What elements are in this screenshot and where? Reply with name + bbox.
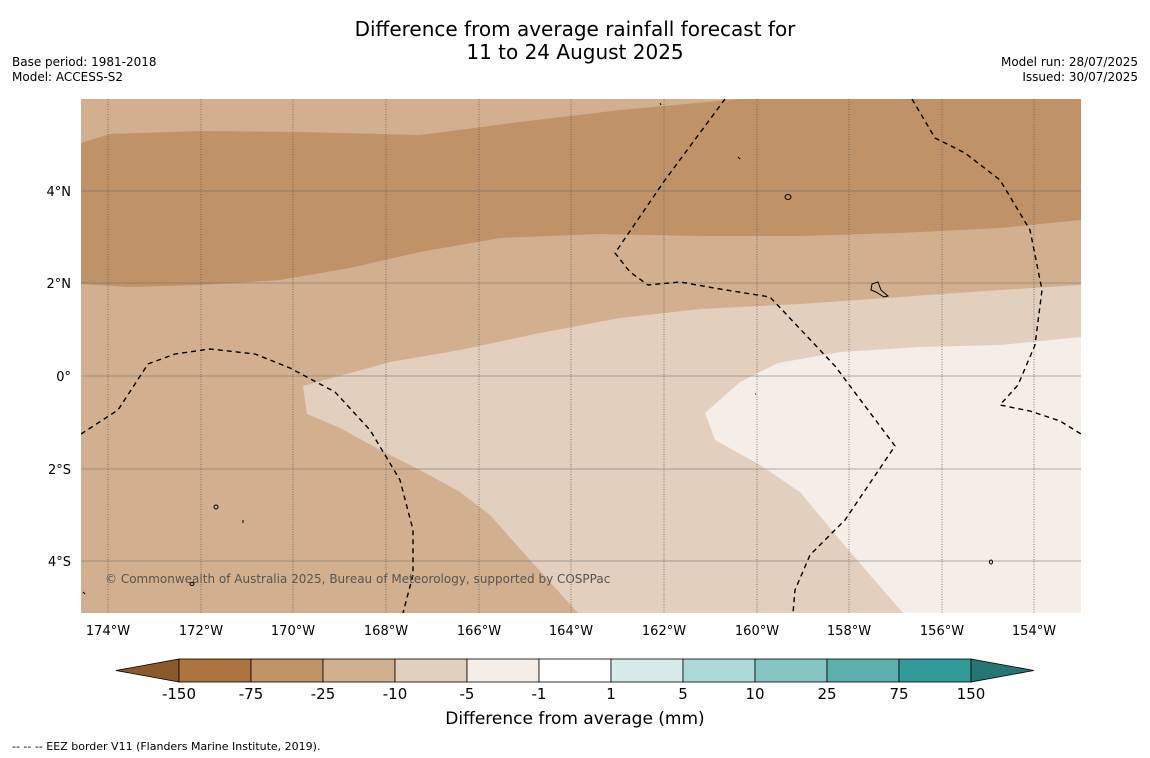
lon-label: 174°W (86, 624, 130, 639)
lon-label: 158°W (827, 624, 871, 639)
meta-left: Base period: 1981-2018 Model: ACCESS-S2 (12, 55, 157, 85)
map-fill-regions (81, 99, 1081, 613)
colorbar-extend-low (115, 658, 180, 683)
title-line-2: 11 to 24 August 2025 (466, 40, 684, 64)
lat-label: 4°S (48, 555, 71, 570)
lon-label: 162°W (642, 624, 686, 639)
colorbar-tick-label: -5 (460, 685, 475, 703)
colorbar-segment (610, 658, 684, 683)
lon-label: 170°W (271, 624, 315, 639)
lon-label: 156°W (920, 624, 964, 639)
chart-title: Difference from average rainfall forecas… (0, 18, 1150, 64)
latitude-labels: 4°N 2°N 0° 2°S 4°S (47, 185, 72, 570)
issued-text: Issued: 30/07/2025 (1022, 70, 1138, 84)
colorbar-segment (826, 658, 900, 683)
lat-label: 2°N (47, 277, 72, 292)
map-meridians (107, 99, 1035, 613)
lon-label: 168°W (364, 624, 408, 639)
copyright-text: © Commonwealth of Australia 2025, Bureau… (105, 572, 611, 586)
meta-right: Model run: 28/07/2025 Issued: 30/07/2025 (1001, 55, 1138, 85)
map-gridlines (81, 190, 1081, 562)
longitude-labels: 174°W 172°W 170°W 168°W 166°W 164°W 162°… (86, 624, 1056, 639)
colorbar-title: Difference from average (mm) (445, 709, 705, 729)
colorbar: -150 -75 -25 -10 -5 -1 1 5 10 25 75 150 (115, 658, 1035, 703)
colorbar-ticks: -150 -75 -25 -10 -5 -1 1 5 10 25 75 150 (162, 685, 985, 703)
model-text: Model: ACCESS-S2 (12, 70, 124, 84)
colorbar-segment (898, 658, 972, 683)
model-run-text: Model run: 28/07/2025 (1000, 55, 1138, 69)
colorbar-segment (178, 658, 252, 683)
colorbar-tick-label: 75 (889, 685, 908, 703)
eez-footnote: -- -- -- EEZ border V11 (Flanders Marine… (12, 740, 321, 753)
eez-borders (81, 99, 1081, 613)
colorbar-segment (250, 658, 324, 683)
colorbar-segment (466, 658, 540, 683)
lon-label: 164°W (549, 624, 593, 639)
colorbar-tick-label: -10 (383, 685, 408, 703)
lat-label: 0° (56, 370, 71, 385)
lon-label: 172°W (179, 624, 223, 639)
colorbar-segment (754, 658, 828, 683)
colorbar-tick-label: 25 (817, 685, 836, 703)
colorbar-extend-high (970, 658, 1035, 683)
colorbar-segment (394, 658, 468, 683)
colorbar-tick-label: 150 (957, 685, 986, 703)
rainfall-map: 4°N 2°N 0° 2°S 4°S 174°W 172°W 170°W 168… (47, 99, 1081, 639)
lon-label: 166°W (457, 624, 501, 639)
colorbar-tick-label: -75 (239, 685, 264, 703)
colorbar-tick-label: -25 (311, 685, 336, 703)
lat-label: 2°S (48, 463, 71, 478)
colorbar-tick-label: -150 (162, 685, 196, 703)
region-minus5-minus1 (705, 337, 1081, 613)
colorbar-segments (115, 658, 1035, 683)
colorbar-segment (682, 658, 756, 683)
colorbar-tick-label: 1 (606, 685, 616, 703)
islands (82, 102, 993, 595)
colorbar-segment (322, 658, 396, 683)
colorbar-segment (538, 658, 612, 683)
lon-label: 160°W (735, 624, 779, 639)
colorbar-tick-label: 5 (678, 685, 688, 703)
lat-label: 4°N (47, 185, 72, 200)
lon-label: 154°W (1012, 624, 1056, 639)
title-line-1: Difference from average rainfall forecas… (354, 17, 796, 41)
region-minus75-minus25 (81, 99, 1081, 287)
base-period-text: Base period: 1981-2018 (12, 55, 157, 69)
colorbar-tick-label: 10 (745, 685, 764, 703)
colorbar-tick-label: -1 (532, 685, 547, 703)
